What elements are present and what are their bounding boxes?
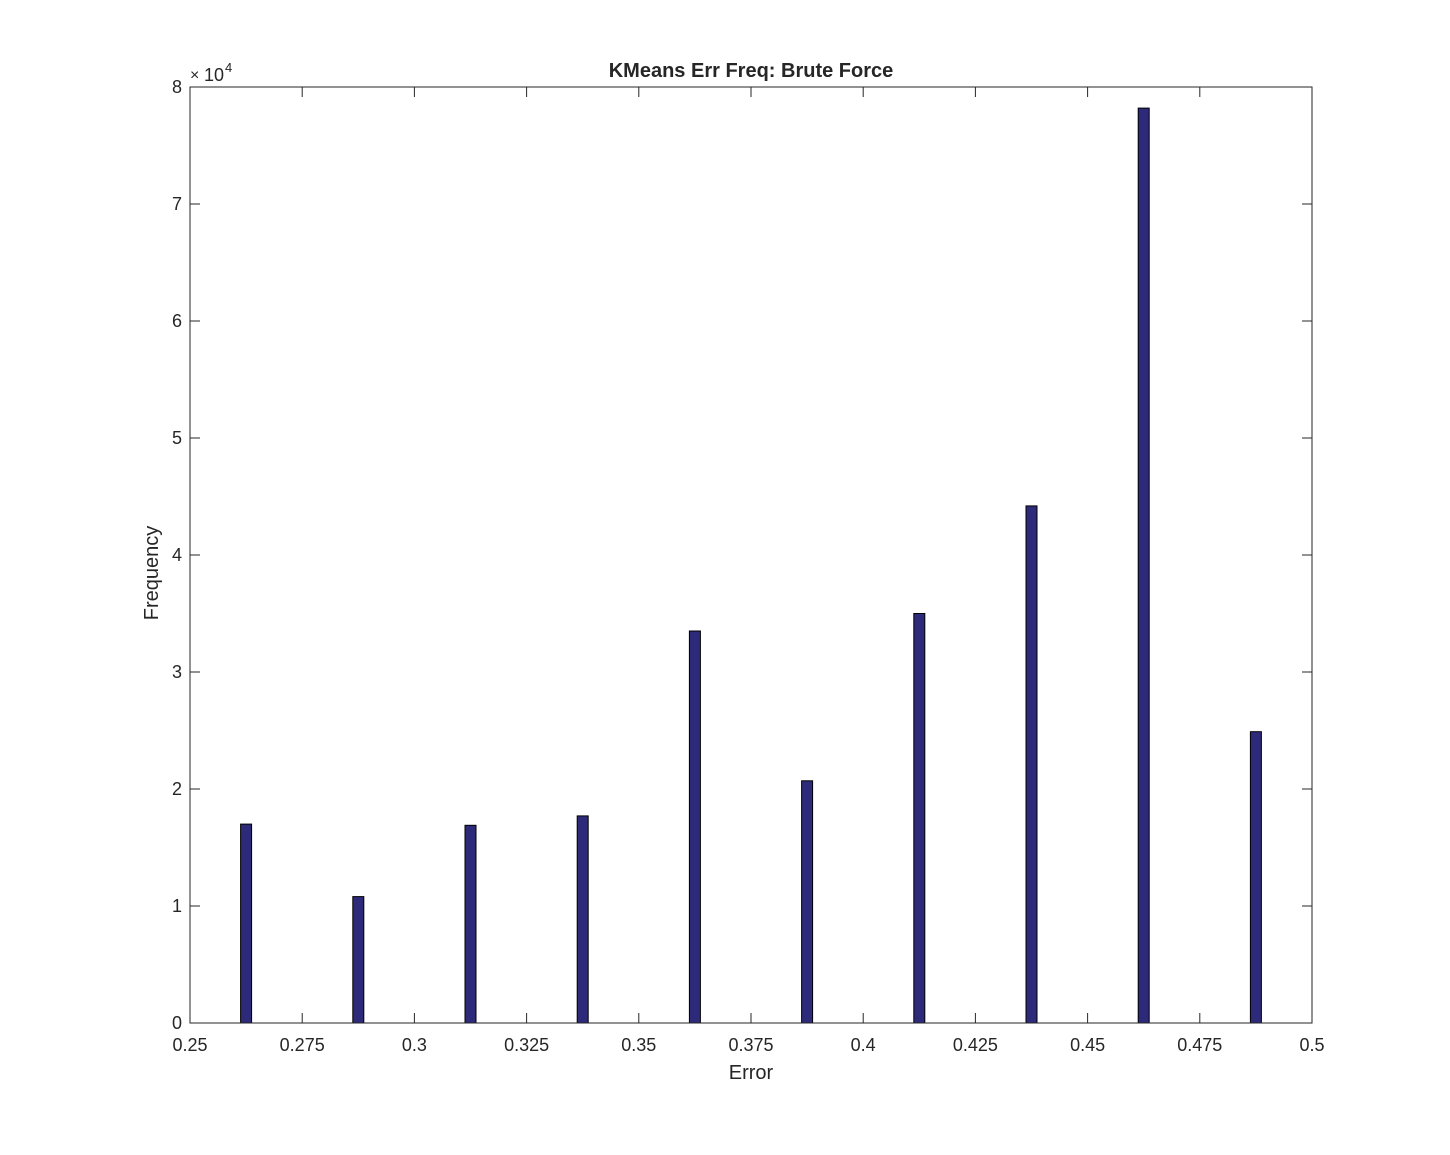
bars-group bbox=[240, 107, 1262, 1024]
x-tick-label-10: 0.5 bbox=[1299, 1035, 1324, 1055]
bar-4 bbox=[688, 630, 701, 1024]
x-tick-label-8: 0.45 bbox=[1070, 1035, 1105, 1055]
bar-9 bbox=[1249, 731, 1262, 1024]
bar-5 bbox=[801, 780, 814, 1024]
bar-2 bbox=[464, 824, 477, 1024]
x-tick-label-1: 0.275 bbox=[280, 1035, 325, 1055]
bar-1 bbox=[352, 896, 365, 1024]
y-tick-label-7: 7 bbox=[172, 194, 182, 214]
x-axis-label: Error bbox=[729, 1062, 774, 1084]
x-tick-label-9: 0.475 bbox=[1177, 1035, 1222, 1055]
x-tick-label-4: 0.35 bbox=[621, 1035, 656, 1055]
x-tick-label-2: 0.3 bbox=[402, 1035, 427, 1055]
bar-7 bbox=[1025, 505, 1038, 1024]
y-tick-label-5: 5 bbox=[172, 428, 182, 448]
x-tick-label-7: 0.425 bbox=[953, 1035, 998, 1055]
y-axis-exponent-times: × bbox=[190, 67, 199, 84]
tick-labels-group: 0.25 0.275 0.3 0.325 0.35 0.375 0.4 0.425 0.45 0.… bbox=[172, 77, 1325, 1055]
x-tick-label-5: 0.375 bbox=[728, 1035, 773, 1055]
y-axis-label: Frequency bbox=[141, 526, 163, 621]
chart-title: KMeans Err Freq: Brute Force bbox=[609, 60, 894, 82]
y-tick-label-6: 6 bbox=[172, 311, 182, 331]
x-tick-label-0: 0.25 bbox=[172, 1035, 207, 1055]
y-axis-exponent-power: 4 bbox=[225, 60, 232, 75]
y-tick-label-8: 8 bbox=[172, 77, 182, 97]
bar-3 bbox=[576, 815, 589, 1024]
bar-0 bbox=[240, 823, 253, 1024]
y-axis-exponent-base: 10 bbox=[204, 65, 224, 85]
y-tick-label-0: 0 bbox=[172, 1013, 182, 1033]
bar-8 bbox=[1137, 107, 1150, 1024]
y-tick-label-2: 2 bbox=[172, 779, 182, 799]
y-tick-label-4: 4 bbox=[172, 545, 182, 565]
y-tick-label-3: 3 bbox=[172, 662, 182, 682]
y-tick-label-1: 1 bbox=[172, 896, 182, 916]
x-tick-label-6: 0.4 bbox=[851, 1035, 876, 1055]
y-axis-exponent: × 10 4 bbox=[190, 60, 232, 85]
ticks-group bbox=[189, 86, 1313, 1024]
x-tick-label-3: 0.325 bbox=[504, 1035, 549, 1055]
bar-6 bbox=[913, 613, 926, 1024]
